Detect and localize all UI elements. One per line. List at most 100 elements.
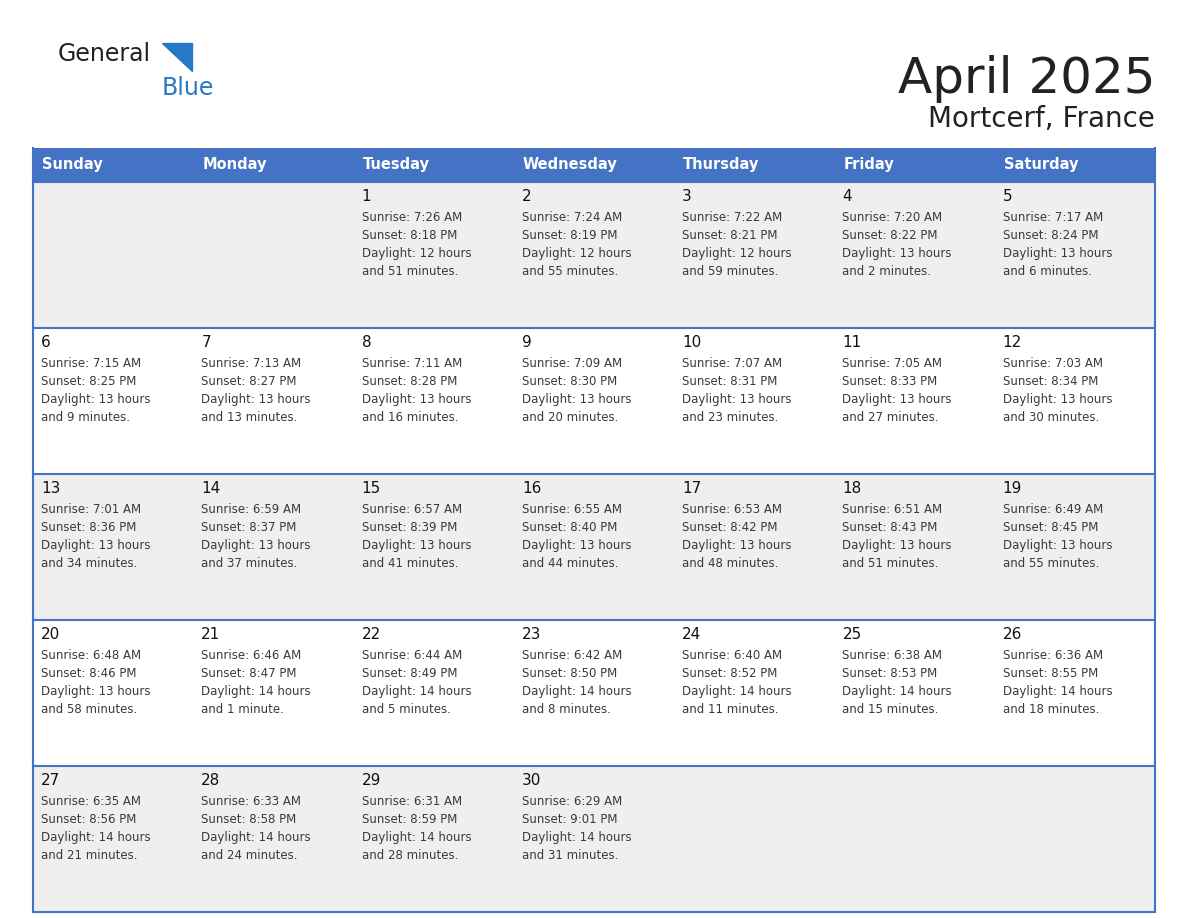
Text: Sunrise: 6:31 AM: Sunrise: 6:31 AM	[361, 795, 462, 808]
Text: Sunset: 8:59 PM: Sunset: 8:59 PM	[361, 813, 457, 826]
Text: 19: 19	[1003, 481, 1022, 496]
Text: 16: 16	[522, 481, 542, 496]
Text: Sunset: 8:43 PM: Sunset: 8:43 PM	[842, 521, 937, 534]
Text: Daylight: 13 hours: Daylight: 13 hours	[842, 539, 952, 552]
Text: 24: 24	[682, 627, 701, 642]
Text: Daylight: 13 hours: Daylight: 13 hours	[201, 393, 311, 406]
Text: and 51 minutes.: and 51 minutes.	[361, 265, 457, 278]
Text: and 30 minutes.: and 30 minutes.	[1003, 411, 1099, 424]
Text: and 55 minutes.: and 55 minutes.	[522, 265, 618, 278]
Text: 29: 29	[361, 773, 381, 788]
Text: Saturday: Saturday	[1004, 158, 1079, 173]
Text: Sunset: 8:22 PM: Sunset: 8:22 PM	[842, 229, 939, 242]
Text: Sunset: 8:50 PM: Sunset: 8:50 PM	[522, 667, 617, 680]
Text: Daylight: 13 hours: Daylight: 13 hours	[201, 539, 311, 552]
Text: and 21 minutes.: and 21 minutes.	[42, 849, 138, 862]
Bar	[33, 620, 1155, 766]
Text: Blue: Blue	[162, 76, 214, 100]
Text: and 28 minutes.: and 28 minutes.	[361, 849, 457, 862]
Text: 20: 20	[42, 627, 61, 642]
Text: 3: 3	[682, 189, 691, 204]
Text: 15: 15	[361, 481, 381, 496]
Text: Sunset: 8:37 PM: Sunset: 8:37 PM	[201, 521, 297, 534]
Text: and 58 minutes.: and 58 minutes.	[42, 703, 138, 716]
Text: Sunrise: 6:35 AM: Sunrise: 6:35 AM	[42, 795, 141, 808]
Text: Friday: Friday	[843, 158, 895, 173]
Text: and 37 minutes.: and 37 minutes.	[201, 557, 298, 570]
Bar	[33, 182, 1155, 328]
Text: Sunrise: 6:57 AM: Sunrise: 6:57 AM	[361, 503, 462, 516]
Text: Sunset: 9:01 PM: Sunset: 9:01 PM	[522, 813, 618, 826]
Bar	[354, 148, 514, 182]
Text: Sunday: Sunday	[42, 158, 102, 173]
Text: and 48 minutes.: and 48 minutes.	[682, 557, 778, 570]
Text: 28: 28	[201, 773, 221, 788]
Polygon shape	[162, 43, 192, 71]
Text: Sunrise: 6:49 AM: Sunrise: 6:49 AM	[1003, 503, 1102, 516]
Text: Daylight: 13 hours: Daylight: 13 hours	[361, 539, 472, 552]
Text: Daylight: 14 hours: Daylight: 14 hours	[1003, 685, 1112, 698]
Bar	[674, 148, 834, 182]
Text: 11: 11	[842, 335, 861, 350]
Text: Sunset: 8:24 PM: Sunset: 8:24 PM	[1003, 229, 1098, 242]
Text: and 9 minutes.: and 9 minutes.	[42, 411, 129, 424]
Text: and 31 minutes.: and 31 minutes.	[522, 849, 618, 862]
Text: Sunset: 8:39 PM: Sunset: 8:39 PM	[361, 521, 457, 534]
Text: Daylight: 13 hours: Daylight: 13 hours	[1003, 539, 1112, 552]
Text: Sunset: 8:31 PM: Sunset: 8:31 PM	[682, 375, 777, 388]
Text: 30: 30	[522, 773, 542, 788]
Text: April 2025: April 2025	[897, 55, 1155, 103]
Text: 2: 2	[522, 189, 531, 204]
Text: Sunset: 8:30 PM: Sunset: 8:30 PM	[522, 375, 617, 388]
Text: 6: 6	[42, 335, 51, 350]
Bar	[994, 148, 1155, 182]
Text: Sunrise: 7:13 AM: Sunrise: 7:13 AM	[201, 357, 302, 370]
Text: Sunrise: 6:33 AM: Sunrise: 6:33 AM	[201, 795, 302, 808]
Text: Sunset: 8:40 PM: Sunset: 8:40 PM	[522, 521, 618, 534]
Text: Monday: Monday	[202, 158, 267, 173]
Text: Daylight: 14 hours: Daylight: 14 hours	[522, 831, 632, 844]
Text: and 23 minutes.: and 23 minutes.	[682, 411, 778, 424]
Text: 22: 22	[361, 627, 381, 642]
Text: Sunrise: 7:05 AM: Sunrise: 7:05 AM	[842, 357, 942, 370]
Text: Sunset: 8:18 PM: Sunset: 8:18 PM	[361, 229, 457, 242]
Text: and 34 minutes.: and 34 minutes.	[42, 557, 138, 570]
Text: Daylight: 13 hours: Daylight: 13 hours	[361, 393, 472, 406]
Text: Sunset: 8:53 PM: Sunset: 8:53 PM	[842, 667, 937, 680]
Text: Daylight: 14 hours: Daylight: 14 hours	[842, 685, 952, 698]
Text: Sunrise: 6:44 AM: Sunrise: 6:44 AM	[361, 649, 462, 662]
Text: 17: 17	[682, 481, 701, 496]
Text: Sunrise: 6:51 AM: Sunrise: 6:51 AM	[842, 503, 942, 516]
Text: and 11 minutes.: and 11 minutes.	[682, 703, 778, 716]
Bar	[33, 148, 194, 182]
Text: and 5 minutes.: and 5 minutes.	[361, 703, 450, 716]
Text: Daylight: 14 hours: Daylight: 14 hours	[42, 831, 151, 844]
Text: Sunset: 8:33 PM: Sunset: 8:33 PM	[842, 375, 937, 388]
Text: Sunrise: 7:01 AM: Sunrise: 7:01 AM	[42, 503, 141, 516]
Text: Sunrise: 7:15 AM: Sunrise: 7:15 AM	[42, 357, 141, 370]
Text: Daylight: 12 hours: Daylight: 12 hours	[522, 247, 632, 260]
Bar	[514, 148, 674, 182]
Text: Sunrise: 6:42 AM: Sunrise: 6:42 AM	[522, 649, 623, 662]
Text: Sunrise: 6:53 AM: Sunrise: 6:53 AM	[682, 503, 782, 516]
Text: Daylight: 12 hours: Daylight: 12 hours	[682, 247, 791, 260]
Text: Sunset: 8:56 PM: Sunset: 8:56 PM	[42, 813, 137, 826]
Text: Wednesday: Wednesday	[523, 158, 618, 173]
Bar	[33, 766, 1155, 912]
Text: Sunset: 8:55 PM: Sunset: 8:55 PM	[1003, 667, 1098, 680]
Bar	[194, 148, 354, 182]
Text: 9: 9	[522, 335, 531, 350]
Text: and 27 minutes.: and 27 minutes.	[842, 411, 939, 424]
Text: 1: 1	[361, 189, 371, 204]
Text: Sunset: 8:49 PM: Sunset: 8:49 PM	[361, 667, 457, 680]
Text: Daylight: 14 hours: Daylight: 14 hours	[682, 685, 791, 698]
Text: Daylight: 13 hours: Daylight: 13 hours	[682, 539, 791, 552]
Text: Daylight: 14 hours: Daylight: 14 hours	[361, 831, 472, 844]
Text: General: General	[58, 42, 151, 66]
Bar	[33, 328, 1155, 474]
Text: and 20 minutes.: and 20 minutes.	[522, 411, 618, 424]
Text: Sunset: 8:36 PM: Sunset: 8:36 PM	[42, 521, 137, 534]
Text: 13: 13	[42, 481, 61, 496]
Bar	[834, 148, 994, 182]
Text: Thursday: Thursday	[683, 158, 759, 173]
